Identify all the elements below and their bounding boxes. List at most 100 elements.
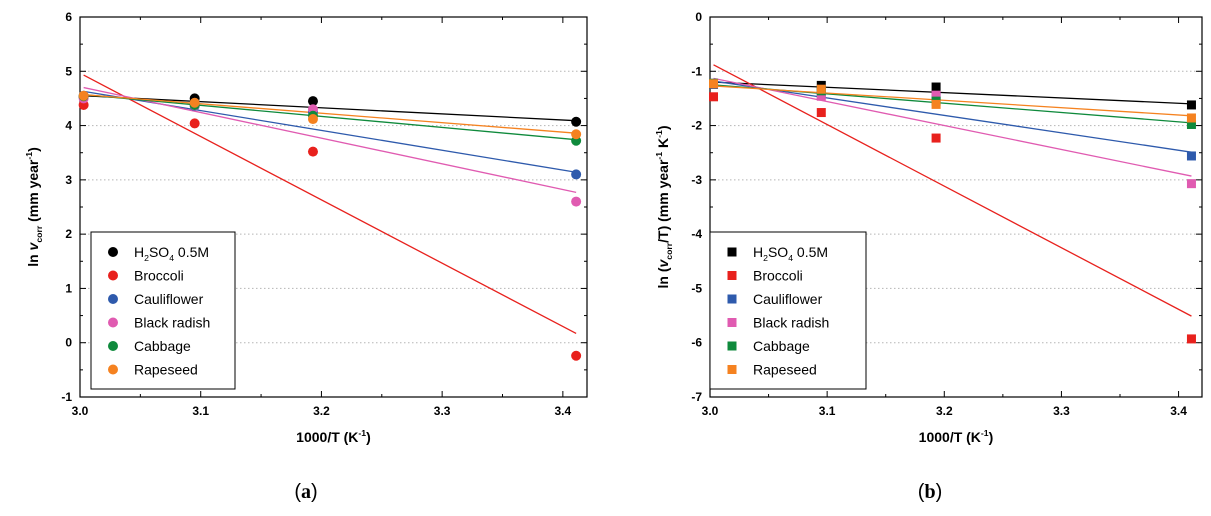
data-point-black-radish <box>931 90 941 100</box>
y-tick-label: -1 <box>61 390 72 404</box>
y-tick-label: -4 <box>691 227 702 241</box>
legend-marker <box>727 365 737 374</box>
data-point-rapeseed <box>931 99 941 109</box>
legend-marker <box>108 364 118 375</box>
data-point-rapeseed <box>571 129 582 140</box>
data-point-broccoli <box>307 146 318 157</box>
data-point-rapeseed <box>78 90 89 101</box>
legend-marker <box>108 247 118 257</box>
fit-line-h2so4-0-5m <box>83 95 577 122</box>
panel-label: (a) <box>294 481 317 503</box>
fit-line-cabbage <box>83 93 577 141</box>
data-point-cabbage <box>1186 119 1196 129</box>
fit-line-broccoli <box>713 64 1192 317</box>
data-point-broccoli <box>709 92 719 102</box>
legend-box <box>90 231 236 390</box>
fit-line-rapeseed <box>713 85 1192 117</box>
fit-line-rapeseed <box>83 93 577 134</box>
data-point-black-radish <box>571 196 582 207</box>
y-axis-label: ln vcorr (mm year-1) <box>24 147 44 267</box>
legend: H2SO4 0.5M Broccoli Cauliflower Black radis… <box>90 231 236 390</box>
y-tick-label: 1 <box>65 281 72 295</box>
y-tick-label: 3 <box>65 173 72 187</box>
data-point-broccoli <box>189 118 200 129</box>
y-tick-label: 4 <box>65 119 72 133</box>
legend-marker <box>727 271 737 280</box>
data-point-h2so4-0-5m <box>1186 100 1196 110</box>
legend-marker <box>727 341 737 351</box>
data-point-rapeseed <box>1186 113 1196 123</box>
legend-label: Rapeseed <box>753 362 817 378</box>
data-point-h2so4-0-5m <box>931 82 941 92</box>
x-tick-label: 3.1 <box>819 404 836 418</box>
y-tick-label: -3 <box>691 173 702 187</box>
chart-panel-a: 3.0 3.1 3.2 3.3 3.4 -1 0 1 2 3 4 5 6 1000/T (K-1) ln v… <box>24 10 588 445</box>
data-point-broccoli <box>1186 334 1196 344</box>
legend-label: Black radish <box>134 315 210 331</box>
y-tick-label: -7 <box>691 390 702 404</box>
x-tick-label: 3.1 <box>192 404 209 418</box>
legend: H2SO4 0.5M Broccoli Cauliflower Black radis… <box>709 231 867 390</box>
fit-line-black-radish <box>713 77 1192 177</box>
data-point-h2so4-0-5m <box>571 116 582 127</box>
y-tick-label: 6 <box>65 10 72 24</box>
x-tick-label: 3.2 <box>936 404 953 418</box>
legend-label: H2SO4 0.5M <box>134 244 209 263</box>
legend-marker <box>727 318 737 327</box>
legend-label: Cabbage <box>134 338 191 354</box>
legend-marker <box>108 341 118 351</box>
y-tick-label: 0 <box>695 10 702 24</box>
data-point-broccoli <box>816 108 826 118</box>
legend-marker <box>108 294 118 304</box>
legend-marker <box>727 294 737 304</box>
legend-label: Cauliflower <box>753 291 823 307</box>
fit-line-cauliflower <box>713 80 1192 153</box>
x-tick-label: 3.4 <box>1170 404 1187 418</box>
data-point-rapeseed <box>816 84 826 94</box>
y-axis-label: ln (vcorr/T) (mm year-1 K-1) <box>654 125 674 288</box>
legend-label: Cauliflower <box>134 291 204 307</box>
legend-label: Rapeseed <box>134 362 198 378</box>
data-point-rapeseed <box>189 97 200 108</box>
y-tick-label: -5 <box>691 281 702 295</box>
legend-label: Broccoli <box>134 268 184 284</box>
data-point-broccoli <box>571 350 582 361</box>
legend-label: Cabbage <box>753 338 810 354</box>
data-point-black-radish <box>1186 179 1196 189</box>
chart-panel-b: 3.0 3.1 3.2 3.3 3.4 -7 -6 -5 -4 -3 -2 -1 0 1000/T (K-… <box>654 10 1203 445</box>
data-point-rapeseed <box>709 79 719 89</box>
legend-label: Black radish <box>753 315 829 331</box>
data-point-cauliflower <box>1186 151 1196 161</box>
data-point-cauliflower <box>571 169 582 180</box>
legend-marker <box>108 270 118 281</box>
x-tick-label: 3.2 <box>313 404 330 418</box>
data-point-h2so4-0-5m <box>307 96 318 107</box>
y-tick-label: -6 <box>691 336 702 350</box>
legend-box <box>709 231 867 390</box>
data-point-rapeseed <box>307 114 318 125</box>
fit-line-black-radish <box>83 86 577 193</box>
x-axis-label: 1000/T (K-1) <box>919 428 994 445</box>
legend-label: H2SO4 0.5M <box>753 244 828 263</box>
data-point-broccoli <box>931 133 941 143</box>
x-tick-label: 3.0 <box>72 404 89 418</box>
fit-line-h2so4-0-5m <box>713 81 1192 105</box>
fit-line-broccoli <box>83 74 577 335</box>
data-point-black-radish <box>816 91 826 101</box>
y-tick-label: 2 <box>65 227 72 241</box>
legend-marker <box>108 317 118 328</box>
y-tick-label: -1 <box>691 64 702 78</box>
y-tick-label: -2 <box>691 119 702 133</box>
x-tick-label: 3.0 <box>702 404 719 418</box>
y-tick-label: 0 <box>65 336 72 350</box>
legend-label: Broccoli <box>753 268 803 284</box>
x-tick-label: 3.3 <box>434 404 451 418</box>
x-tick-label: 3.3 <box>1053 404 1070 418</box>
y-tick-label: 5 <box>65 64 72 78</box>
x-axis-label: 1000/T (K-1) <box>296 428 371 445</box>
x-tick-label: 3.4 <box>555 404 572 418</box>
legend-marker <box>727 247 737 257</box>
panel-label: (b) <box>918 481 942 503</box>
